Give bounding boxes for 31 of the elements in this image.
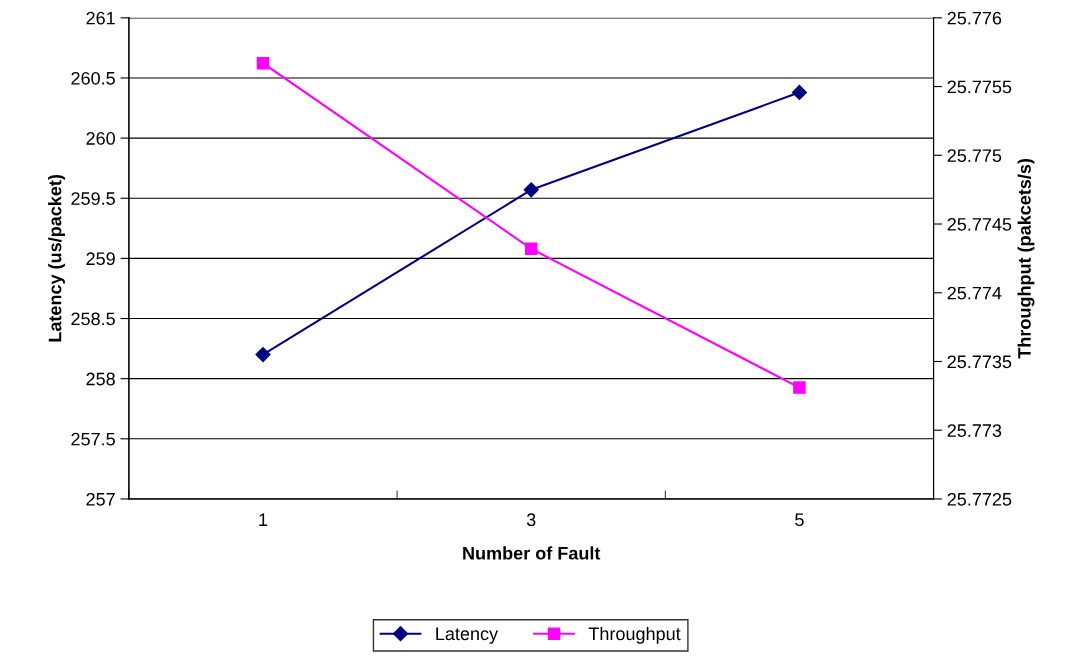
y-axis-title: Latency (us/packet)	[48, 174, 65, 342]
y2-tick-label: 25.775	[947, 149, 1002, 163]
legend-label: Throughput	[588, 626, 681, 644]
y2-tick-label: 25.7735	[947, 355, 1012, 369]
y-tick-label: 259	[86, 252, 115, 266]
y2-tick-label: 25.773	[947, 424, 1002, 437]
y2-tick-label: 25.774	[947, 286, 1002, 300]
y-tick-label: 257.5	[71, 432, 115, 446]
point	[255, 347, 271, 363]
y-tick-label: 259.5	[71, 192, 115, 205]
y-tick-label: 260.5	[71, 71, 115, 85]
y-tick-label: 261	[86, 11, 115, 25]
point	[523, 182, 539, 198]
x-tick-label: 1	[259, 513, 268, 526]
y2-axis-title: Throughput (pakcets/s)	[1017, 158, 1035, 359]
x-tick-label: 5	[795, 513, 804, 527]
y2-tick-label: 25.7725	[947, 492, 1012, 506]
legend-label: Latency	[436, 627, 499, 644]
y-tick-label: 258	[86, 372, 115, 386]
y-tick-label: 260	[86, 132, 115, 145]
y2-tick-label: 25.7745	[947, 217, 1012, 231]
y2-tick-label: 25.776	[947, 11, 1002, 25]
y2-tick-label: 25.7755	[947, 80, 1012, 94]
point	[793, 381, 806, 394]
y-tick-label: 258.5	[71, 312, 115, 326]
point	[256, 56, 270, 70]
y-tick-label: 257	[86, 492, 115, 506]
point	[524, 242, 538, 256]
point	[791, 84, 808, 100]
x-tick-label: 3	[526, 513, 536, 527]
x-axis-title: Number of Fault	[463, 546, 601, 560]
